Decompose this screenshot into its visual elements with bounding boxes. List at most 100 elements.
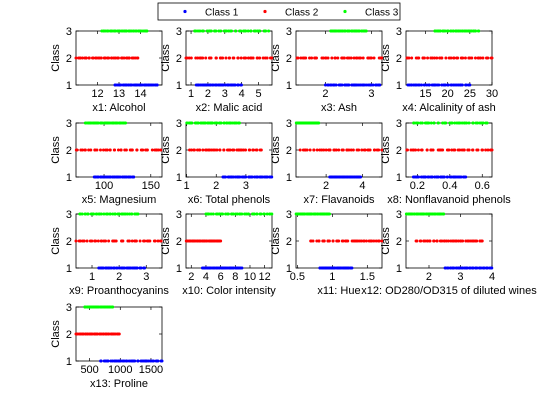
x-axis-label: x4: Alcalinity of ash bbox=[402, 102, 496, 114]
data-point-class-3 bbox=[125, 212, 129, 216]
data-point-class-1 bbox=[101, 266, 105, 270]
y-tick-label: 1 bbox=[396, 80, 402, 92]
x-tick-label: 30 bbox=[486, 88, 498, 100]
data-point-class-2 bbox=[453, 148, 457, 152]
data-point-class-2 bbox=[99, 56, 103, 60]
data-point-class-3 bbox=[134, 29, 138, 33]
data-point-class-3 bbox=[347, 29, 351, 33]
data-point-class-2 bbox=[197, 148, 201, 152]
data-point-class-3 bbox=[313, 212, 317, 216]
data-point-class-1 bbox=[265, 175, 269, 179]
data-point-class-1 bbox=[135, 266, 139, 270]
data-point-class-1 bbox=[359, 175, 363, 179]
data-point-class-2 bbox=[317, 239, 321, 243]
data-point-class-2 bbox=[102, 332, 106, 336]
data-point-class-1 bbox=[486, 266, 490, 270]
data-point-class-3 bbox=[317, 121, 321, 125]
data-point-class-2 bbox=[116, 56, 120, 60]
data-point-class-3 bbox=[215, 121, 219, 125]
data-point-class-3 bbox=[211, 212, 215, 216]
data-point-class-1 bbox=[233, 83, 237, 87]
data-point-class-2 bbox=[314, 56, 318, 60]
x-axis-label: x1: Alcohol bbox=[92, 102, 145, 114]
data-point-class-2 bbox=[187, 56, 191, 60]
data-point-class-2 bbox=[336, 56, 340, 60]
x-tick-label: 2 bbox=[213, 180, 219, 192]
data-point-class-2 bbox=[192, 148, 196, 152]
data-point-class-2 bbox=[251, 56, 255, 60]
data-point-class-1 bbox=[475, 266, 479, 270]
data-point-class-2 bbox=[315, 239, 319, 243]
data-point-class-2 bbox=[418, 239, 422, 243]
data-point-class-2 bbox=[368, 148, 372, 152]
data-point-class-2 bbox=[475, 239, 479, 243]
data-point-class-2 bbox=[342, 56, 346, 60]
x-tick-label: 2 bbox=[323, 180, 329, 192]
x-tick-label: 1 bbox=[184, 180, 190, 192]
data-point-class-1 bbox=[410, 83, 413, 87]
data-point-class-2 bbox=[153, 239, 157, 243]
data-point-class-3 bbox=[201, 29, 205, 33]
data-point-class-2 bbox=[145, 148, 149, 152]
y-tick-label: 1 bbox=[396, 172, 402, 184]
data-point-class-2 bbox=[261, 56, 265, 60]
data-point-class-2 bbox=[449, 56, 453, 60]
data-point-class-3 bbox=[196, 121, 200, 125]
data-point-class-3 bbox=[190, 121, 194, 125]
data-point-class-2 bbox=[345, 148, 349, 152]
data-point-class-2 bbox=[159, 239, 163, 243]
data-point-class-3 bbox=[198, 29, 202, 33]
y-tick-label: 1 bbox=[66, 80, 72, 92]
data-point-class-1 bbox=[244, 175, 248, 179]
data-point-class-1 bbox=[136, 359, 140, 363]
data-point-class-2 bbox=[159, 148, 163, 152]
data-point-class-2 bbox=[441, 148, 445, 152]
x-axis-label: x10: Color intensity bbox=[182, 285, 276, 297]
data-point-class-3 bbox=[132, 29, 136, 33]
data-point-class-1 bbox=[132, 175, 136, 179]
x-tick-label: 12 bbox=[91, 88, 103, 100]
x-tick-label: 1000 bbox=[108, 364, 132, 376]
data-point-class-2 bbox=[369, 56, 373, 60]
data-point-class-2 bbox=[246, 56, 250, 60]
data-point-class-3 bbox=[442, 212, 446, 216]
x-tick-label: 0.2 bbox=[410, 180, 425, 192]
data-point-class-2 bbox=[107, 239, 111, 243]
data-point-class-1 bbox=[99, 359, 103, 363]
data-point-class-2 bbox=[78, 56, 82, 60]
data-point-class-1 bbox=[270, 175, 274, 179]
y-tick-label: 3 bbox=[66, 209, 72, 221]
y-tick-label: 2 bbox=[286, 53, 292, 65]
data-point-class-2 bbox=[428, 239, 432, 243]
data-point-class-3 bbox=[439, 29, 443, 33]
x-tick-label: 5 bbox=[255, 88, 261, 100]
data-point-class-2 bbox=[76, 332, 80, 336]
data-point-class-2 bbox=[476, 148, 480, 152]
data-point-class-1 bbox=[255, 175, 259, 179]
x-tick-label: 8 bbox=[232, 271, 238, 283]
data-point-class-2 bbox=[322, 148, 326, 152]
data-point-class-2 bbox=[157, 148, 161, 152]
data-point-class-2 bbox=[479, 56, 483, 60]
x-tick-label: 2 bbox=[188, 271, 194, 283]
y-axis-label: Class bbox=[270, 44, 282, 72]
data-point-class-1 bbox=[240, 266, 244, 270]
data-point-class-2 bbox=[107, 332, 111, 336]
data-point-class-3 bbox=[481, 121, 485, 125]
data-point-class-3 bbox=[113, 29, 117, 33]
data-point-class-2 bbox=[96, 239, 100, 243]
data-point-class-2 bbox=[141, 148, 145, 152]
data-point-class-2 bbox=[337, 239, 341, 243]
data-point-class-2 bbox=[425, 148, 429, 152]
data-point-class-3 bbox=[427, 121, 431, 125]
data-point-class-3 bbox=[485, 121, 489, 125]
data-point-class-1 bbox=[468, 83, 472, 87]
data-point-class-3 bbox=[270, 212, 274, 216]
data-point-class-2 bbox=[196, 56, 200, 60]
x-tick-label: 500 bbox=[80, 364, 98, 376]
data-point-class-2 bbox=[270, 56, 274, 60]
panel-12: 1 2 3 2 3 4 Class x12: OD280/OD315 of diluted w… bbox=[361, 209, 537, 297]
data-point-class-2 bbox=[380, 56, 384, 60]
